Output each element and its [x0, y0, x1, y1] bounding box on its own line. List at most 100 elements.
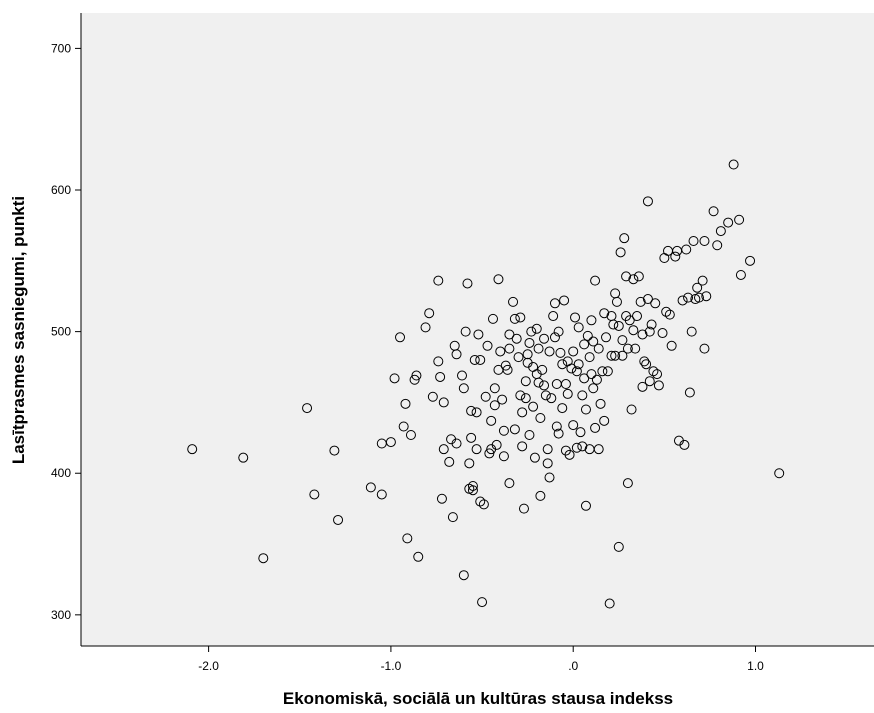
- data-point: [438, 444, 449, 455]
- data-point: [644, 326, 655, 337]
- data-point: [535, 413, 546, 424]
- data-point: [571, 442, 582, 453]
- data-point: [498, 451, 509, 462]
- data-point: [595, 398, 606, 409]
- y-tick-label: 700: [51, 41, 71, 55]
- x-tick-label: 1.0: [747, 659, 764, 673]
- data-point: [590, 422, 601, 433]
- data-point: [621, 271, 632, 282]
- data-point: [540, 390, 551, 401]
- x-axis-title: Ekonomiskā, sociālā un kultūras stausa i…: [283, 689, 673, 708]
- data-point: [515, 312, 526, 323]
- data-point: [376, 489, 387, 500]
- data-point: [688, 235, 699, 246]
- data-point: [504, 343, 515, 354]
- data-point: [302, 403, 313, 414]
- data-point: [608, 319, 619, 330]
- data-point: [238, 452, 249, 463]
- data-point: [646, 319, 657, 330]
- data-point: [661, 306, 672, 317]
- data-point: [329, 445, 340, 456]
- data-point: [632, 311, 643, 322]
- data-point: [712, 240, 723, 251]
- data-point: [520, 393, 531, 404]
- data-point: [580, 500, 591, 511]
- data-point: [602, 366, 613, 377]
- x-tick-label: -1.0: [381, 659, 402, 673]
- data-point: [531, 323, 542, 334]
- data-point: [648, 366, 659, 377]
- y-tick-label: 600: [51, 183, 71, 197]
- data-point: [504, 478, 515, 489]
- data-point: [402, 533, 413, 544]
- data-point: [553, 326, 564, 337]
- data-point: [544, 346, 555, 357]
- data-point: [513, 352, 524, 363]
- data-point: [473, 329, 484, 340]
- data-point: [509, 313, 520, 324]
- data-point: [617, 350, 628, 361]
- data-point: [734, 214, 745, 225]
- data-point: [679, 439, 690, 450]
- data-point: [405, 430, 416, 440]
- data-point: [615, 247, 626, 258]
- data-point: [590, 275, 601, 286]
- x-tick-label: -2.0: [198, 659, 219, 673]
- data-point: [637, 381, 648, 392]
- data-point: [546, 393, 557, 404]
- data-point: [509, 424, 520, 435]
- data-point: [413, 551, 424, 562]
- data-point: [626, 404, 637, 415]
- data-point: [395, 332, 406, 343]
- data-point: [486, 415, 497, 426]
- data-point: [684, 387, 695, 398]
- data-point: [478, 499, 489, 510]
- data-point: [599, 308, 610, 319]
- data-point: [537, 364, 548, 375]
- data-point: [628, 274, 639, 285]
- data-point: [686, 326, 697, 337]
- data-point: [573, 359, 584, 370]
- data-point: [420, 322, 431, 333]
- data-point: [400, 398, 411, 409]
- y-tick-label: 400: [51, 466, 71, 480]
- data-point: [389, 373, 400, 384]
- data-point: [728, 159, 739, 170]
- data-point: [466, 432, 477, 443]
- data-point: [577, 441, 588, 452]
- data-point: [504, 329, 515, 340]
- data-point: [484, 448, 495, 459]
- data-points: [187, 159, 785, 609]
- data-point: [438, 397, 449, 408]
- data-point: [502, 364, 513, 375]
- data-point: [613, 320, 624, 331]
- data-point: [657, 328, 668, 339]
- data-point: [471, 407, 482, 418]
- data-point: [451, 349, 462, 360]
- data-point: [701, 291, 712, 302]
- data-point: [436, 493, 447, 504]
- data-point: [566, 363, 577, 374]
- data-point: [699, 343, 710, 354]
- data-point: [653, 380, 664, 391]
- data-point: [500, 360, 511, 371]
- plot-area: [81, 13, 874, 646]
- data-point: [553, 428, 564, 439]
- data-point: [333, 514, 344, 525]
- data-point: [562, 388, 573, 399]
- data-point: [571, 366, 582, 377]
- data-point: [482, 340, 493, 351]
- data-point: [584, 352, 595, 363]
- data-point: [579, 339, 590, 350]
- data-point: [557, 403, 568, 414]
- data-point: [539, 333, 550, 344]
- data-point: [650, 298, 661, 309]
- data-point: [666, 340, 677, 351]
- data-point: [601, 332, 612, 343]
- data-point: [564, 449, 575, 460]
- data-point: [515, 390, 526, 401]
- data-point: [593, 343, 604, 354]
- data-point: [642, 294, 653, 305]
- data-point: [524, 430, 535, 440]
